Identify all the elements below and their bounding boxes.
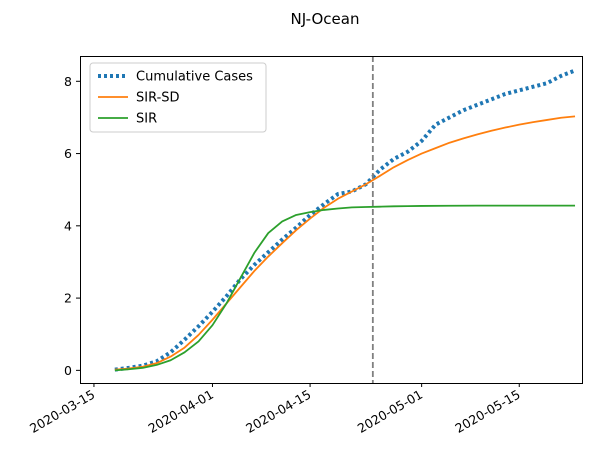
chart-title: NJ-Ocean xyxy=(291,10,360,28)
x-tick-label: 2020-05-15 xyxy=(452,387,522,436)
legend-label-2: SIR-SD xyxy=(136,91,180,106)
y-tick-label: 2 xyxy=(64,291,72,306)
x-tick-label: 2020-04-01 xyxy=(146,387,216,436)
x-tick-label: 2020-05-01 xyxy=(355,387,425,436)
legend-box xyxy=(89,62,267,133)
y-tick-label: 6 xyxy=(64,146,72,161)
y-tick-label: 0 xyxy=(64,363,72,378)
legend: Cumulative Cases SIR-SD SIR xyxy=(89,62,267,133)
legend-label-3: SIR xyxy=(136,112,157,127)
series-line-2 xyxy=(114,115,576,371)
series-line-1 xyxy=(114,68,576,372)
y-tick-label: 8 xyxy=(64,74,72,89)
y-tick-label: 4 xyxy=(64,218,72,233)
series-line-3 xyxy=(114,204,576,372)
x-tick-label: 2020-04-15 xyxy=(243,387,313,436)
plot-frame xyxy=(80,56,583,384)
legend-label-1: Cumulative Cases xyxy=(136,70,253,85)
x-tick-label: 2020-03-15 xyxy=(27,387,97,436)
